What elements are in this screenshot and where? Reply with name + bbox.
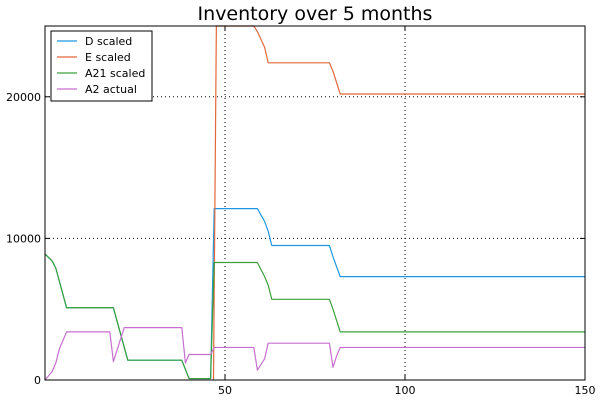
legend: D scaled E scaled A21 scaled A2 actual — [50, 30, 153, 102]
x-tick-label-100: 100 — [395, 384, 416, 397]
x-tick-label-150: 150 — [575, 384, 596, 397]
legend-label-1: E scaled — [85, 51, 131, 64]
axis-ticks: 50 100 150 0 10000 20000 — [6, 26, 596, 397]
y-tick-label-0: 0 — [34, 374, 41, 387]
y-tick-label-20000: 20000 — [6, 91, 41, 104]
plot-frame — [44, 25, 586, 381]
legend-label-3: A2 actual — [85, 83, 137, 96]
chart-title: Inventory over 5 months — [198, 3, 433, 25]
legend-label-2: A21 scaled — [85, 67, 145, 80]
series-line-3 — [45, 327, 585, 381]
series-line-2 — [45, 253, 585, 380]
series-line-1 — [212, 25, 585, 381]
legend-box — [50, 30, 153, 102]
y-tick-label-10000: 10000 — [6, 232, 41, 245]
x-tick-label-50: 50 — [218, 384, 232, 397]
legend-label-0: D scaled — [85, 35, 132, 48]
